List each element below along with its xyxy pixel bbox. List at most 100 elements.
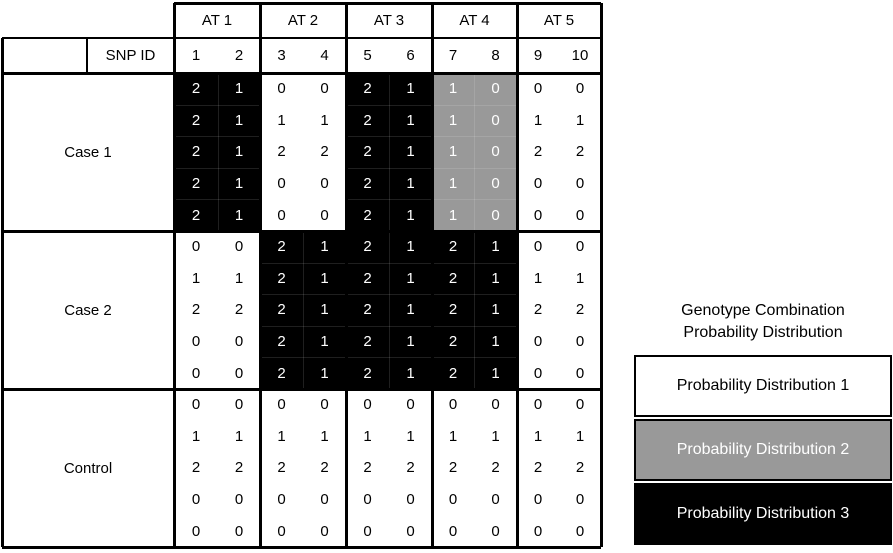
genotype-cell: 2 bbox=[363, 238, 372, 256]
legend-item-distribution-2: Probability Distribution 2 bbox=[634, 419, 892, 481]
inner-grid-line bbox=[432, 136, 517, 138]
inner-grid-line bbox=[346, 325, 432, 327]
genotype-cell: 0 bbox=[320, 206, 329, 224]
genotype-cell: 0 bbox=[277, 175, 286, 193]
genotype-cell: 1 bbox=[448, 80, 458, 98]
genotype-cell: 0 bbox=[191, 396, 201, 414]
inner-grid-line bbox=[174, 167, 260, 169]
row-group-label-1: Case 1 bbox=[64, 143, 112, 161]
genotype-cell: 2 bbox=[448, 301, 458, 319]
genotype-cell: 1 bbox=[406, 175, 415, 193]
genotype-cell: 2 bbox=[406, 459, 415, 477]
genotype-cell: 1 bbox=[491, 333, 500, 351]
grid-line bbox=[174, 1, 601, 5]
genotype-cell: 1 bbox=[491, 301, 500, 319]
genotype-cell: 0 bbox=[191, 522, 201, 540]
inner-grid-line bbox=[432, 357, 517, 359]
genotype-cell: 2 bbox=[191, 301, 201, 319]
genotype-cell: 1 bbox=[234, 175, 244, 193]
genotype-cell: 0 bbox=[191, 491, 201, 509]
inner-grid-line bbox=[432, 167, 517, 169]
genotype-cell: 1 bbox=[234, 206, 244, 224]
genotype-cell: 2 bbox=[575, 143, 585, 161]
genotype-cell: 1 bbox=[277, 427, 286, 445]
shaded-block bbox=[346, 231, 432, 389]
genotype-cell: 0 bbox=[234, 333, 244, 351]
genotype-cell: 0 bbox=[363, 522, 372, 540]
genotype-cell: 0 bbox=[533, 206, 543, 224]
genotype-cell: 0 bbox=[491, 143, 500, 161]
snp-id-4: 4 bbox=[320, 47, 329, 64]
genotype-cell: 2 bbox=[363, 333, 372, 351]
genotype-cell: 2 bbox=[448, 459, 458, 477]
genotype-cell: 0 bbox=[575, 206, 585, 224]
genotype-cell: 2 bbox=[191, 459, 201, 477]
grid-line bbox=[86, 38, 88, 73]
genotype-cell: 2 bbox=[363, 269, 372, 287]
genotype-cell: 0 bbox=[491, 522, 500, 540]
genotype-cell: 1 bbox=[491, 364, 500, 382]
genotype-cell: 1 bbox=[448, 175, 458, 193]
genotype-cell: 0 bbox=[191, 333, 201, 351]
snp-id-10: 10 bbox=[571, 47, 589, 64]
genotype-cell: 0 bbox=[533, 238, 543, 256]
grid-line bbox=[2, 545, 601, 549]
genotype-cell: 2 bbox=[448, 364, 458, 382]
snp-id-3: 3 bbox=[277, 47, 286, 64]
inner-grid-line bbox=[432, 294, 517, 296]
genotype-cell: 2 bbox=[448, 269, 458, 287]
genotype-cell: 2 bbox=[320, 459, 329, 477]
genotype-cell: 0 bbox=[277, 491, 286, 509]
genotype-cell: 1 bbox=[491, 269, 500, 287]
genotype-cell: 0 bbox=[363, 491, 372, 509]
genotype-cell: 2 bbox=[448, 238, 458, 256]
genotype-cell: 2 bbox=[575, 301, 585, 319]
genotype-cell: 0 bbox=[277, 396, 286, 414]
genotype-cell: 0 bbox=[234, 364, 244, 382]
genotype-cell: 0 bbox=[533, 175, 543, 193]
genotype-cell: 0 bbox=[448, 491, 458, 509]
genotype-cell: 1 bbox=[320, 301, 329, 319]
genotype-cell: 0 bbox=[234, 522, 244, 540]
header-group-3: AT 3 bbox=[373, 12, 405, 29]
grid-line bbox=[344, 3, 348, 547]
genotype-cell: 0 bbox=[575, 522, 585, 540]
inner-grid-line bbox=[260, 262, 346, 264]
genotype-cell: 2 bbox=[363, 206, 372, 224]
genotype-cell: 2 bbox=[277, 269, 286, 287]
legend-title: Genotype Combination Probability Distrib… bbox=[634, 300, 892, 344]
genotype-cell: 0 bbox=[448, 396, 458, 414]
genotype-cell: 0 bbox=[320, 80, 329, 98]
genotype-cell: 2 bbox=[234, 301, 244, 319]
legend-title-line1: Genotype Combination bbox=[681, 302, 845, 319]
genotype-cell: 1 bbox=[234, 269, 244, 287]
genotype-cell: 2 bbox=[277, 301, 286, 319]
genotype-cell: 0 bbox=[575, 396, 585, 414]
grid-line bbox=[2, 387, 601, 391]
genotype-cell: 1 bbox=[406, 111, 415, 129]
genotype-cell: 0 bbox=[575, 80, 585, 98]
genotype-cell: 0 bbox=[320, 491, 329, 509]
genotype-cell: 1 bbox=[234, 111, 244, 129]
genotype-cell: 1 bbox=[363, 427, 372, 445]
inner-grid-line bbox=[389, 73, 390, 231]
inner-grid-line bbox=[346, 357, 432, 359]
inner-grid-line bbox=[432, 262, 517, 264]
genotype-cell: 0 bbox=[234, 396, 244, 414]
header-group-5: AT 5 bbox=[543, 12, 575, 29]
genotype-cell: 2 bbox=[191, 111, 201, 129]
grid-line bbox=[515, 3, 519, 547]
genotype-cell: 2 bbox=[320, 143, 329, 161]
inner-grid-line bbox=[474, 73, 475, 231]
genotype-cell: 2 bbox=[533, 143, 543, 161]
genotype-cell: 0 bbox=[491, 491, 500, 509]
shaded-block bbox=[346, 73, 432, 231]
inner-grid-line bbox=[260, 325, 346, 327]
genotype-cell: 2 bbox=[191, 175, 201, 193]
grid-line bbox=[2, 37, 174, 39]
genotype-cell: 0 bbox=[491, 175, 500, 193]
inner-grid-line bbox=[346, 104, 432, 106]
genotype-cell: 1 bbox=[191, 269, 201, 287]
header-group-4: AT 4 bbox=[459, 12, 490, 29]
